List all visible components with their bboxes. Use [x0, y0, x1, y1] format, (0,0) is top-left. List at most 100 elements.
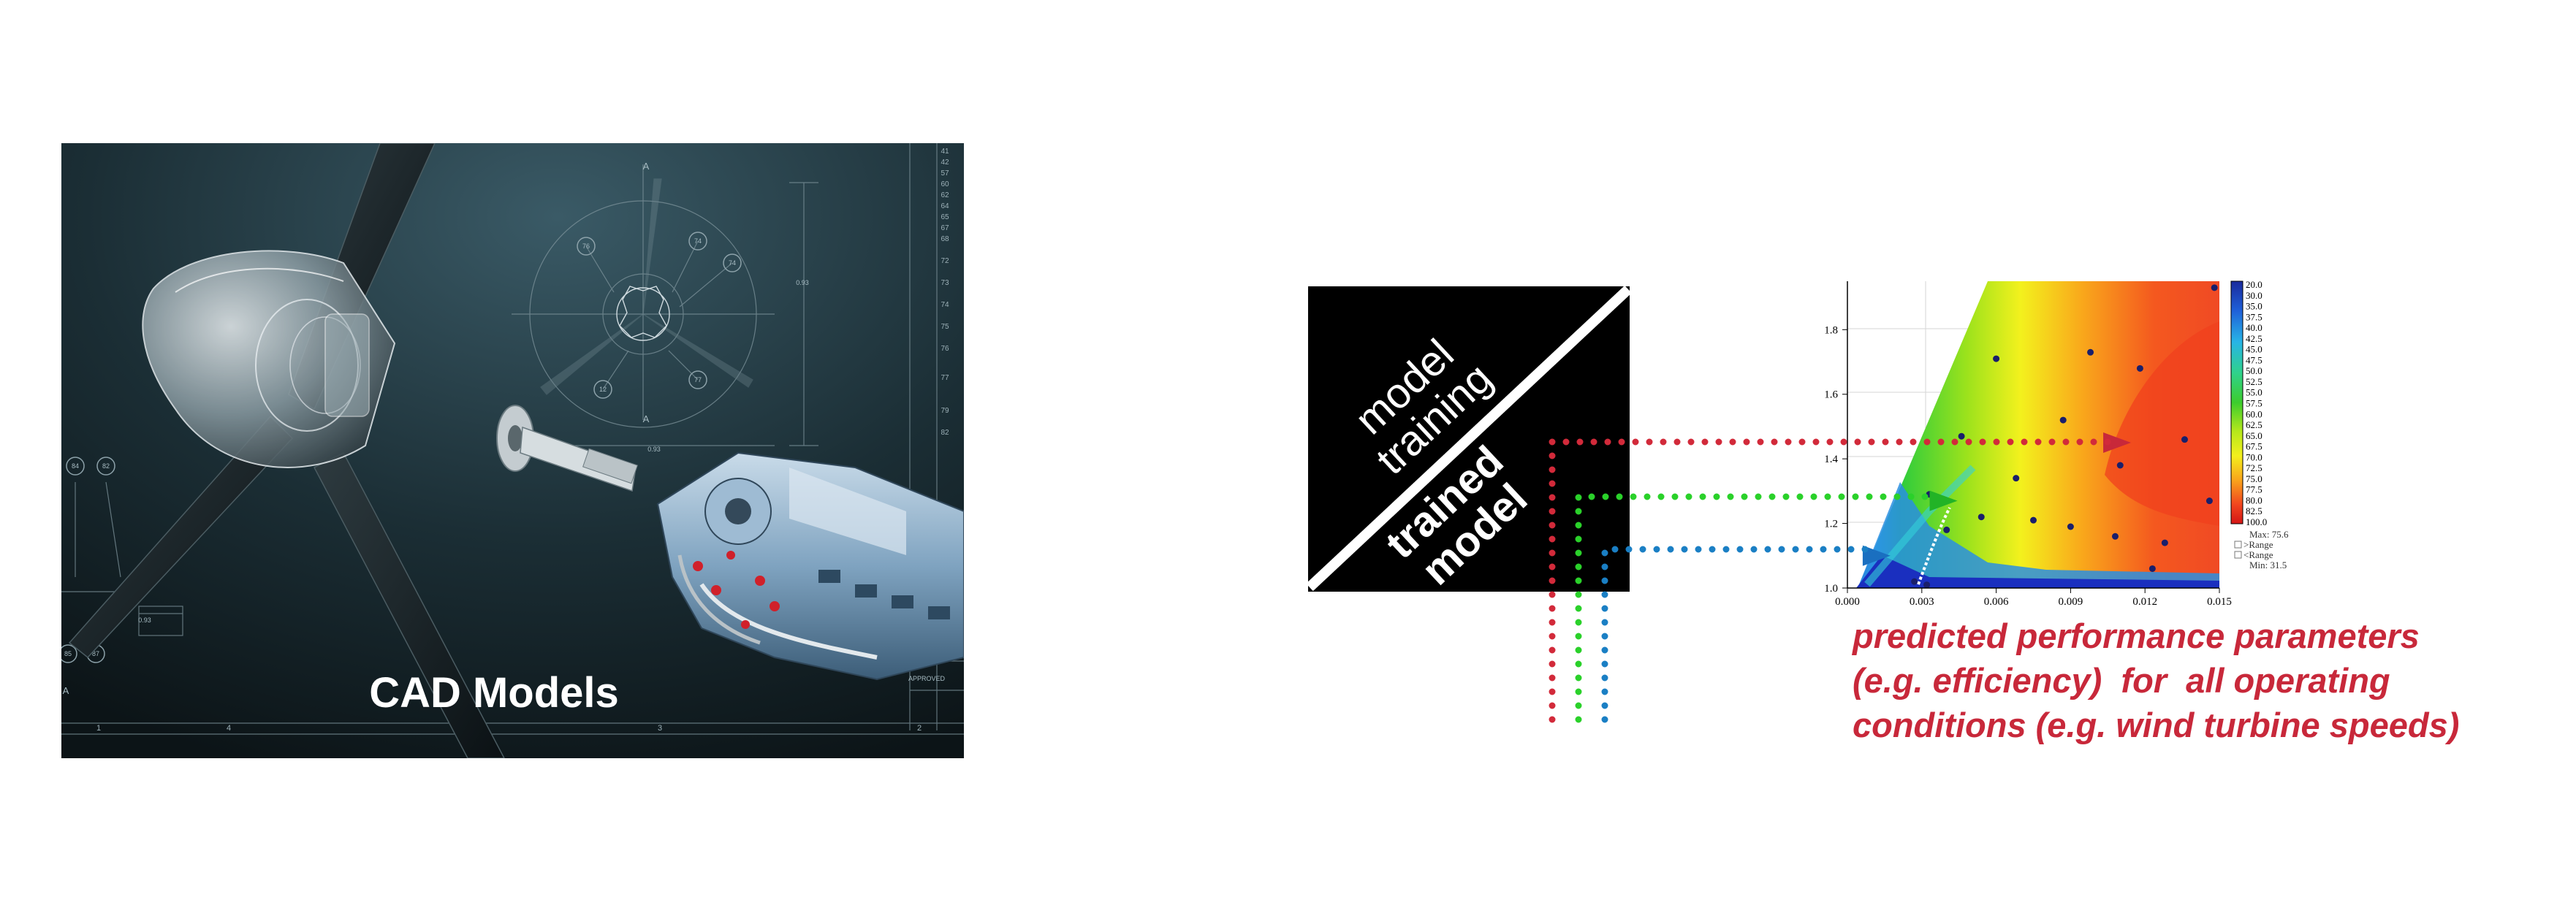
- colorbar-label: 40.0: [2246, 322, 2262, 333]
- sample-point: [2111, 533, 2119, 540]
- drawing-number: 64: [941, 202, 949, 210]
- colorbar-label: 60.0: [2246, 408, 2262, 419]
- drawing-number: 74: [941, 301, 949, 309]
- colorbar-label: 47.5: [2246, 354, 2262, 365]
- drawing-number: 60: [941, 180, 949, 188]
- x-tick-label: 0.003: [1910, 596, 1934, 608]
- section-mark-left: A: [63, 685, 69, 696]
- dimension-text-left: 0.93: [138, 617, 151, 624]
- low-efficiency-edge: [1858, 482, 2219, 588]
- legend-min: Min: 31.5: [2249, 560, 2287, 570]
- bubble-label: 77: [694, 376, 702, 383]
- bubble-label: 87: [92, 650, 99, 657]
- bottom-band: [1856, 555, 2219, 588]
- sample-point: [2013, 475, 2020, 482]
- sample-point: [2181, 436, 2188, 443]
- colorbar-label: 67.5: [2246, 441, 2262, 452]
- sample-point: [2067, 523, 2074, 530]
- colorbar-label: 45.0: [2246, 344, 2262, 355]
- y-tick-label: 1.2: [1824, 519, 1838, 530]
- drawing-number: 75: [941, 323, 949, 331]
- approved-label: APPROVED: [908, 675, 946, 682]
- bubble-label: 85: [64, 650, 72, 657]
- cad-models-panel: 76 74 74 77 12 84 82 85 87 A A A 0.93 0.…: [61, 143, 964, 758]
- sample-point: [1943, 526, 1950, 533]
- colorbar-label: 62.5: [2246, 419, 2262, 430]
- sample-point: [2211, 284, 2218, 291]
- legend-swatch-below: [2234, 551, 2242, 559]
- sample-point: [2030, 516, 2037, 524]
- legend-below-range: <Range: [2243, 549, 2273, 560]
- x-tick-label: 0.012: [2132, 596, 2157, 608]
- connector-blue: [1601, 546, 1878, 723]
- dimension-text-lower: 0.93: [647, 446, 661, 453]
- colorbar: [2230, 280, 2243, 524]
- colorbar-label: 52.5: [2246, 376, 2262, 387]
- prediction-caption: predicted performance parameters (e.g. e…: [1853, 614, 2554, 747]
- drawing-number: 77: [941, 374, 949, 382]
- colorbar-label: 35.0: [2246, 301, 2262, 312]
- sample-point: [2205, 497, 2213, 505]
- legend-swatch-above: [2234, 541, 2242, 549]
- colorbar-label: 72.5: [2246, 462, 2262, 473]
- x-tick-label: 0.006: [1984, 596, 2009, 608]
- ruler-number: 4: [227, 724, 231, 733]
- colorbar-label: 70.0: [2246, 451, 2262, 462]
- sample-point: [2059, 416, 2067, 424]
- arrow-blue: [1862, 545, 1891, 566]
- colorbar-label: 55.0: [2246, 387, 2262, 398]
- drawing-number: 65: [941, 213, 949, 221]
- drawing-hub-icon: [616, 286, 670, 341]
- section-mark-bottom: A: [643, 413, 650, 424]
- colorbar-label: 80.0: [2246, 495, 2262, 505]
- ruler-number: 2: [917, 724, 922, 733]
- sample-point: [1993, 355, 2000, 362]
- drive-shaft-icon: [496, 405, 638, 492]
- connector-green: [1575, 493, 1933, 723]
- sample-point: [1923, 581, 1931, 588]
- performance-chart: 0.000 0.003 0.006 0.009 0.012 0.015 1.0 1.2 1.4…: [1824, 279, 2289, 608]
- colorbar-label: 100.0: [2246, 516, 2267, 527]
- connectors: [1549, 438, 2116, 723]
- dimension-text: 0.93: [796, 279, 809, 286]
- peak-region: [2105, 321, 2219, 526]
- drawing-number: 57: [941, 169, 949, 178]
- y-tick-label: 1.6: [1824, 389, 1838, 401]
- bubble-label: 74: [694, 237, 702, 245]
- y-tick-label: 1.0: [1824, 583, 1838, 595]
- drawing-number: 62: [941, 191, 949, 199]
- drawing-number: 68: [941, 235, 949, 243]
- x-tick-label: 0.015: [2207, 596, 2232, 608]
- arrow-green: [1929, 490, 1958, 511]
- sample-point: [2136, 364, 2143, 372]
- sample-point: [1977, 514, 1985, 521]
- caption-line-2: (e.g. efficiency) for all operating: [1853, 661, 2390, 700]
- x-tick-label: 0.009: [2059, 596, 2083, 608]
- ruler-number: 3: [658, 724, 662, 733]
- connector-red: [1549, 438, 2116, 723]
- drawing-number: 76: [941, 345, 949, 353]
- engine-block-icon: [656, 451, 964, 681]
- bubble-label: 82: [102, 462, 110, 470]
- x-tick-label: 0.000: [1835, 596, 1860, 608]
- drawing-numbers-right: 41 42 57 60 62 64 65 67 68 72 73 74 75 7…: [941, 148, 949, 437]
- cad-models-title: CAD Models: [369, 669, 619, 717]
- y-tick-label: 1.4: [1824, 454, 1838, 465]
- caption-line-1: predicted performance parameters: [1853, 617, 2420, 655]
- bubble-label: 76: [582, 243, 590, 250]
- legend-max: Max: 75.6: [2249, 529, 2289, 540]
- drawing-number: 72: [941, 257, 949, 265]
- drawing-ruler: 1 4 3 2: [96, 724, 922, 733]
- sample-point: [2087, 348, 2094, 356]
- cyan-ridge: [1864, 465, 1976, 587]
- colorbar-label: 50.0: [2246, 365, 2262, 376]
- drawing-number: 67: [941, 224, 949, 232]
- sample-point: [1958, 432, 1965, 440]
- caption-line-3: conditions (e.g. wind turbine speeds): [1853, 706, 2460, 744]
- colorbar-label: 20.0: [2246, 279, 2262, 290]
- colorbar-label: 75.0: [2246, 473, 2262, 484]
- sample-point: [2148, 565, 2156, 572]
- legend-above-range: >Range: [2243, 539, 2273, 550]
- sample-point: [2116, 462, 2124, 469]
